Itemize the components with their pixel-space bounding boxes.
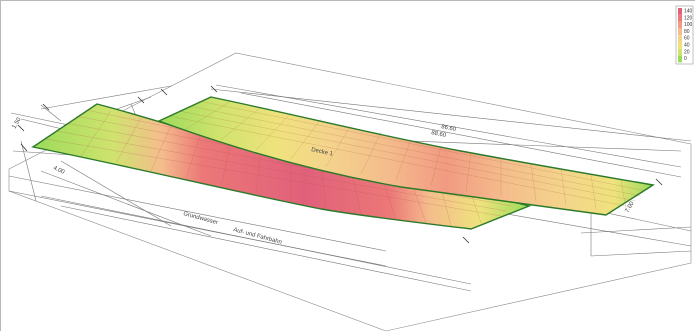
legend-swatch	[678, 35, 682, 42]
side-label-3: 7.00	[625, 200, 636, 214]
legend-swatch	[678, 14, 682, 22]
legend-value: 60	[684, 36, 690, 42]
upper-slab-surface	[157, 96, 655, 216]
legend-value: 0	[684, 56, 687, 62]
legend-value: 100	[684, 22, 693, 28]
legend-value: 140	[684, 9, 693, 15]
legend-swatch	[678, 28, 682, 36]
dim-upper-2: 88.60	[431, 130, 448, 139]
legend-swatch	[678, 48, 682, 56]
legend-swatch	[678, 42, 682, 49]
gradient-label: Grundwasser	[182, 211, 218, 226]
dimension-ticks	[17, 85, 663, 244]
legend-value: 120	[684, 15, 693, 21]
slab-name: Decke 1	[311, 147, 334, 158]
legend-value: 20	[684, 49, 690, 55]
upper-slab	[157, 96, 655, 216]
upper-slab-grid	[168, 100, 647, 210]
legend-value: 80	[684, 29, 690, 35]
legend-swatch	[678, 8, 682, 15]
legend-value: 40	[684, 43, 690, 49]
side-label-1: 4.00	[52, 165, 66, 176]
side-label-2: 1.50	[12, 116, 23, 130]
legend-swatch	[678, 55, 682, 63]
construction-lines	[8, 52, 692, 332]
legend-swatch	[678, 21, 682, 29]
dim-upper-1: 86.60	[441, 124, 458, 133]
